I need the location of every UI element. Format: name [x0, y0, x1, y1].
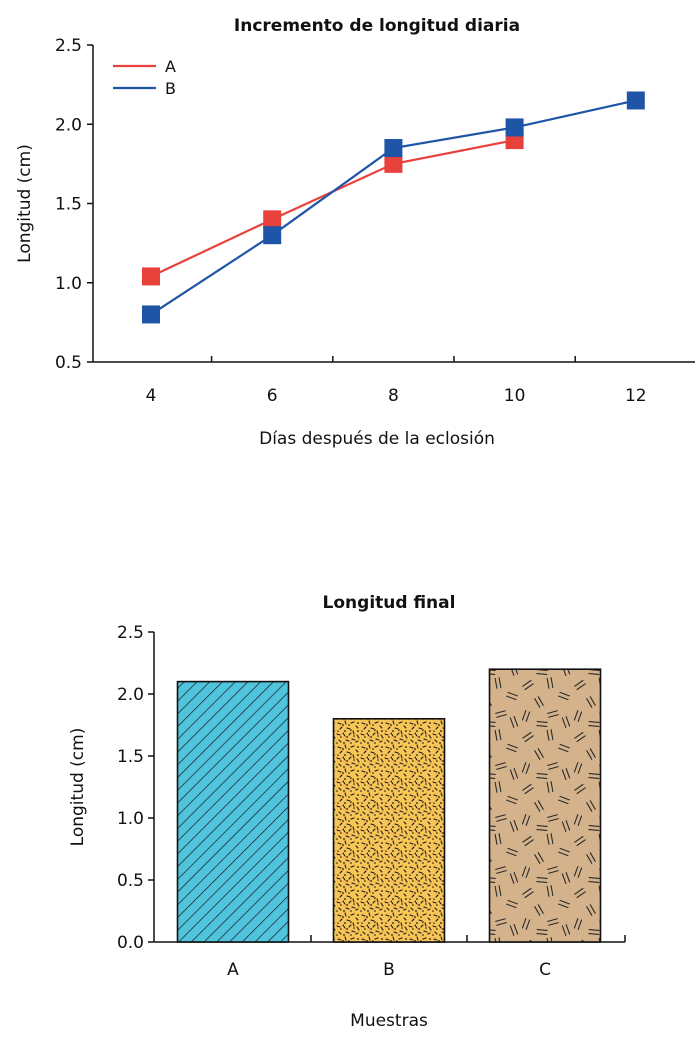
line-chart-y-tick-label: 2.0 [55, 115, 82, 135]
line-chart-x-tick-label: 4 [146, 386, 157, 406]
bar-chart-y-tick-label: 1.0 [117, 809, 144, 829]
line-chart-y-tick-label: 2.5 [55, 36, 82, 56]
bar-chart-y-tick-label: 0.0 [117, 933, 144, 953]
line-chart-y-tick-label: 1.5 [55, 195, 82, 215]
bar-chart-y-tick-label: 2.0 [117, 685, 144, 705]
series-b-point [626, 91, 645, 110]
bar-a [176, 680, 290, 943]
legend-label-b: B [165, 79, 176, 98]
bar-chart-y-tick-label: 1.5 [117, 747, 144, 767]
bar-b [332, 717, 446, 943]
line-chart-x-tick-label: 6 [267, 386, 278, 406]
series-a-point [263, 210, 282, 229]
bar-chart-category-label: C [539, 960, 551, 980]
series-a-point [142, 267, 160, 286]
series-b-line [150, 99, 637, 316]
series-a-line [150, 139, 515, 278]
line-chart-y-label: Longitud (cm) [15, 144, 35, 263]
series-b-point [505, 118, 524, 137]
line-chart-title: Incremento de longitud diaria [234, 16, 520, 36]
series-a-point [384, 154, 403, 173]
bar-chart-y-tick-label: 0.5 [117, 871, 144, 891]
line-chart-x-label: Días después de la eclosión [259, 429, 495, 449]
line-chart: Incremento de longitud diaria 0.5 1.0 1.5 2.… [15, 16, 695, 449]
line-chart-x-tick-label: 12 [625, 386, 647, 406]
line-chart-x-tick-label: 8 [388, 386, 399, 406]
legend-label-a: A [165, 57, 176, 76]
series-b-point [384, 139, 403, 158]
line-chart-y-tick-label: 1.0 [55, 274, 82, 294]
bar-chart-title: Longitud final [323, 593, 456, 613]
line-chart-y-tick-label: 0.5 [55, 353, 82, 373]
bar-chart-category-label: B [383, 960, 395, 980]
bar-chart: Longitud final 0.0 0.5 1.0 1.5 2.0 2.5 A B C Muest… [68, 593, 626, 1031]
bar-chart-y-label: Longitud (cm) [68, 728, 88, 847]
bar-c [488, 668, 602, 943]
bar-chart-y-tick-label: 2.5 [117, 623, 144, 643]
bar-chart-x-label: Muestras [350, 1011, 428, 1031]
bar-chart-category-label: A [227, 960, 239, 980]
series-b-point [142, 305, 160, 324]
series-b-point [263, 226, 282, 245]
line-chart-x-tick-label: 10 [504, 386, 526, 406]
